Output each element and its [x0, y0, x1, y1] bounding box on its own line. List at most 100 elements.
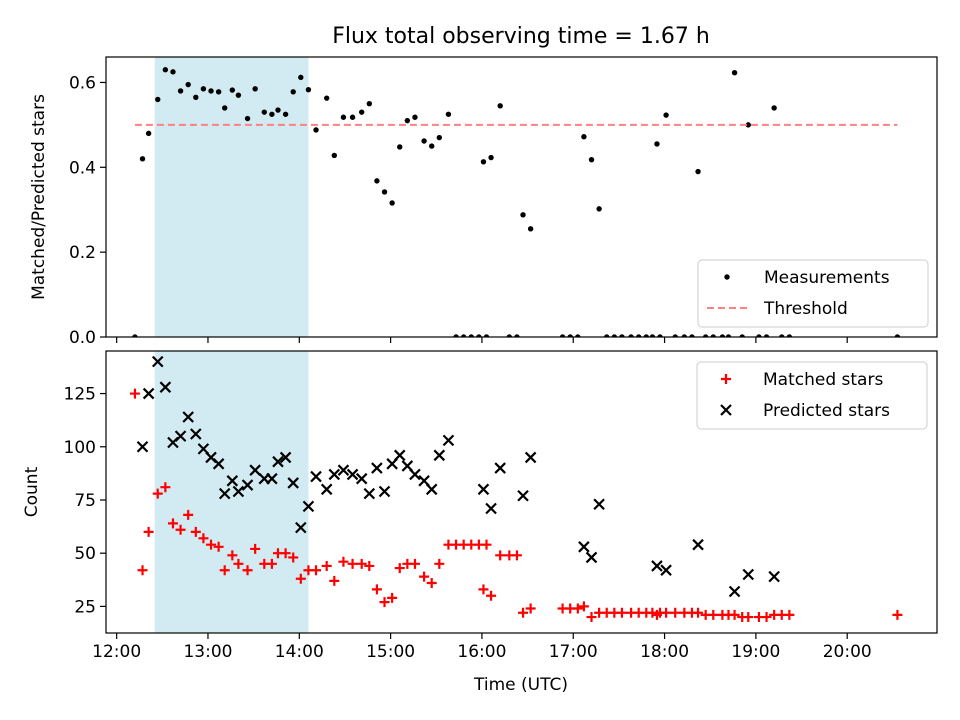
- x-tick-label: 12:00: [92, 642, 141, 662]
- matched-stars-point: [371, 584, 382, 595]
- bottom-series-matched-stars: [129, 388, 903, 623]
- matched-stars-point: [321, 560, 332, 571]
- matched-stars-point: [743, 612, 754, 623]
- matched-stars-point: [481, 539, 492, 550]
- measurement-point: [643, 334, 650, 337]
- top-plot-area: [132, 57, 901, 337]
- measurement-point: [366, 100, 373, 107]
- predicted-stars-point: [494, 462, 506, 474]
- measurement-point: [506, 334, 513, 337]
- top-y-tick-label: 0.2: [69, 243, 96, 263]
- matched-stars-point: [129, 388, 140, 399]
- top-y-axis-label: Matched/Predicted stars: [29, 94, 49, 300]
- measurement-point: [155, 96, 161, 103]
- predicted-stars-point: [425, 483, 438, 496]
- measurement-point: [567, 334, 573, 337]
- x-axis-label: Time (UTC): [473, 675, 568, 695]
- predicted-stars-point: [742, 568, 755, 581]
- measurement-point: [710, 334, 716, 337]
- matched-stars-point: [250, 543, 261, 554]
- bottom-y-tick-label: 25: [74, 597, 96, 617]
- matched-stars-point: [651, 609, 662, 620]
- measurement-point: [275, 107, 281, 113]
- legend-x-marker: [720, 404, 732, 416]
- matched-stars-point: [266, 558, 277, 569]
- predicted-stars-point: [174, 430, 187, 442]
- predicted-stars-point: [593, 498, 605, 511]
- matched-stars-point: [525, 603, 536, 614]
- measurement-point: [235, 92, 242, 98]
- matched-stars-point: [495, 550, 506, 561]
- x-tick-label: 18:00: [640, 642, 689, 662]
- matched-stars-point: [329, 575, 340, 586]
- measurement-point: [200, 86, 207, 92]
- predicted-stars-point: [524, 451, 537, 464]
- measurement-point: [635, 334, 642, 337]
- predicted-stars-point: [136, 440, 149, 453]
- predicted-stars-point: [393, 449, 406, 462]
- measurement-point: [575, 334, 581, 337]
- matched-stars-point: [206, 539, 217, 550]
- predicted-stars-point: [692, 538, 704, 551]
- bottom-y-tick-label: 75: [74, 491, 96, 511]
- predicted-stars-point: [302, 500, 315, 513]
- legend-label: Predicted stars: [763, 401, 890, 421]
- bottom-legend-box: [696, 361, 928, 430]
- top-highlight-band: [154, 57, 309, 337]
- predicted-stars-point: [409, 468, 421, 481]
- matched-stars-point: [233, 558, 244, 569]
- bottom-y-tick-label: 50: [74, 544, 96, 564]
- measurement-point: [695, 168, 701, 175]
- predicted-stars-point: [728, 585, 741, 598]
- measurement-point: [453, 334, 459, 337]
- measurement-point: [559, 334, 566, 337]
- x-tick-label: 19:00: [731, 642, 780, 662]
- bottom-panel: 25 50 75 100 125 12:00 13:00 14:00 15:00 16:00 17:…: [64, 350, 938, 662]
- predicted-stars-point: [585, 551, 598, 564]
- measurement-point: [340, 114, 347, 120]
- predicted-stars-point: [578, 541, 590, 553]
- matched-stars-point: [572, 603, 583, 614]
- predicted-stars-point: [151, 355, 164, 368]
- predicted-stars-point: [320, 483, 333, 496]
- top-chart-title: Flux total observing time = 1.67 h: [332, 24, 710, 49]
- matched-stars-point: [379, 597, 390, 608]
- measurement-point: [331, 152, 337, 159]
- predicted-stars-point: [272, 455, 284, 468]
- measurement-point: [389, 200, 395, 206]
- predicted-stars-point: [249, 464, 261, 476]
- bottom-y-tick-label: 100: [64, 438, 96, 458]
- matched-stars-point: [167, 518, 178, 529]
- matched-stars-point: [616, 607, 627, 618]
- bottom-legend: Matched stars Predicted stars: [696, 361, 928, 430]
- predicted-stars-point: [295, 521, 307, 534]
- matched-stars-point: [419, 571, 430, 582]
- measurement-point: [261, 109, 267, 115]
- measurement-point: [611, 334, 618, 337]
- x-tick-label: 13:00: [183, 642, 232, 662]
- top-series-measurements: [132, 67, 901, 337]
- measurement-point: [305, 86, 312, 93]
- matched-stars-point: [409, 558, 420, 569]
- measurement-point: [404, 117, 411, 124]
- measurement-point: [298, 74, 304, 81]
- matched-stars-point: [511, 550, 522, 561]
- measurement-point: [497, 103, 503, 109]
- predicted-stars-point: [190, 428, 202, 440]
- predicted-stars-point: [485, 502, 497, 515]
- measurement-point: [596, 206, 602, 212]
- top-legend-box: [697, 259, 929, 328]
- predicted-stars-point: [768, 570, 780, 583]
- measurement-point: [468, 334, 474, 337]
- measurement-point: [488, 154, 494, 161]
- measurement-point: [779, 334, 785, 337]
- measurement-point: [412, 114, 418, 120]
- measurement-point: [397, 144, 403, 150]
- matched-stars-point: [198, 533, 209, 544]
- measurement-point: [663, 112, 669, 118]
- predicted-stars-point: [442, 434, 455, 447]
- measurement-point: [520, 212, 526, 218]
- measurement-point: [771, 105, 777, 111]
- top-y-tick-label: 0.0: [69, 328, 96, 348]
- bottom-highlight-band: [154, 351, 309, 633]
